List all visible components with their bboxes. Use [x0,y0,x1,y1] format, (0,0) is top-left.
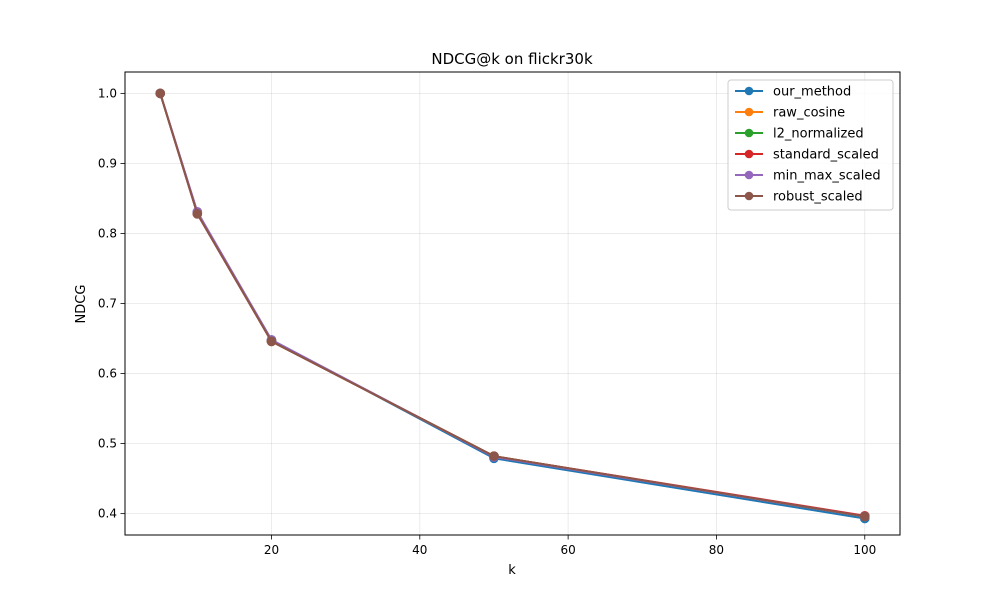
y-tick-label: 1.0 [98,86,117,100]
data-point-robust-scaled [266,336,277,347]
legend-marker-l2-normalized [744,128,754,138]
x-axis-label: k [508,563,516,578]
x-axis: 20 40 60 80 100 [264,535,876,557]
data-point-robust-scaled [859,511,870,522]
x-tick-label: 60 [560,543,575,557]
y-tick-label: 0.4 [98,507,117,521]
y-tick-label: 0.7 [98,297,117,311]
legend-marker-standard-scaled [744,149,754,159]
legend-marker-raw-cosine [744,107,754,117]
data-point-robust-scaled [155,88,166,99]
legend-label-raw-cosine: raw_cosine [773,106,845,121]
legend-marker-our-method [744,86,754,96]
legend-label-robust-scaled: robust_scaled [773,190,863,205]
legend-marker-min-max-scaled [744,170,754,180]
legend-label-l2-normalized: l2_normalized [773,127,864,142]
legend: our_method raw_cosine l2_normalizedstandar… [727,79,894,211]
series-layer [155,88,870,524]
y-axis-label: NDCG [74,285,89,324]
y-tick-label: 0.5 [98,437,117,451]
x-tick-label: 100 [853,543,876,557]
data-point-robust-scaled [192,209,203,219]
legend-label-standard-scaled: standard_scaled [773,148,879,163]
y-tick-label: 0.9 [98,156,117,170]
x-tick-label: 20 [264,543,279,557]
y-tick-label: 0.8 [98,226,117,240]
y-tick-label: 0.6 [98,367,117,381]
legend-label-our-method: our_method [773,85,851,100]
legend-marker-robust-scaled [744,191,754,201]
chart-title: NDCG@k on flickr30k [431,50,593,68]
y-axis: 0.4 0.5 0.6 0.7 0.8 0.9 1.0 [98,86,125,521]
x-tick-label: 40 [412,543,427,557]
legend-label-min-max-scaled: min_max_scaled [773,169,881,184]
legend-box [727,79,894,211]
data-point-robust-scaled [489,451,499,461]
x-tick-label: 80 [709,543,724,557]
